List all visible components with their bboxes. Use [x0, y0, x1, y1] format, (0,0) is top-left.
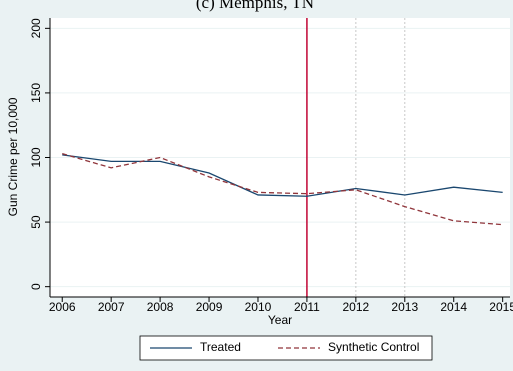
series-line	[62, 153, 503, 226]
y-tick-label: 150	[29, 83, 43, 103]
x-tick-label: 2012	[342, 300, 369, 314]
y-tick-label: 50	[29, 215, 43, 229]
y-axis-label: Gun Crime per 10,000	[6, 97, 20, 216]
x-tick-label: 2015	[489, 300, 513, 314]
x-tick-label: 2009	[196, 300, 223, 314]
x-tick-label: 2014	[440, 300, 467, 314]
series-line	[62, 154, 503, 197]
legend-label: Synthetic Control	[328, 340, 419, 354]
chart-title: (c) Memphis, TN	[196, 0, 314, 12]
x-tick-label: 2006	[49, 300, 76, 314]
x-tick-label: 2007	[98, 300, 125, 314]
x-tick-label: 2008	[147, 300, 174, 314]
x-axis-label: Year	[268, 313, 292, 327]
x-tick-label: 2013	[391, 300, 418, 314]
y-tick-label: 0	[29, 283, 43, 290]
y-tick-label: 100	[29, 147, 43, 167]
legend-label: Treated	[200, 340, 241, 354]
x-tick-label: 2011	[294, 300, 320, 314]
y-tick-label: 200	[29, 18, 43, 38]
x-tick-label: 2010	[245, 300, 272, 314]
